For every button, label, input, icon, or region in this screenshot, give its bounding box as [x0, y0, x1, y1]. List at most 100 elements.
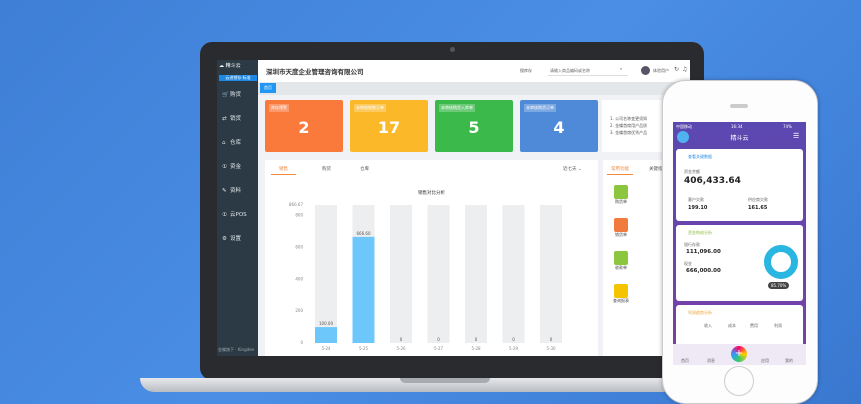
avatar[interactable] — [641, 66, 650, 75]
function-icon — [614, 284, 628, 298]
stat-card[interactable]: 未审核销售订单 17 — [350, 100, 428, 152]
x-tick-label: 5-26 — [396, 346, 406, 351]
bar — [352, 236, 375, 343]
sidebar-item-label: 设置 — [230, 236, 242, 242]
add-button[interactable]: + — [731, 346, 747, 362]
sidebar-item[interactable]: ⌂ 仓库 — [217, 132, 258, 154]
sidebar-item[interactable]: ✎ 资料 — [217, 180, 258, 202]
tab-purchase[interactable]: 购货 — [322, 167, 331, 172]
refresh-icon[interactable]: ↻ — [674, 66, 680, 73]
stat-card[interactable]: 未审核购货订单 4 — [520, 100, 598, 152]
x-tick-label: 5-29 — [509, 346, 519, 351]
sale-icon: ⇄ — [222, 116, 227, 122]
status-carrier: 中国移动 — [676, 124, 692, 129]
stat-card[interactable]: 库存预警 2 — [265, 100, 343, 152]
function-icon — [614, 218, 628, 232]
search-input[interactable]: 请输入商品编码或名称 — [548, 65, 628, 76]
laptop-notch — [400, 378, 490, 383]
chart-panel: 866.67 0 200 400 600 800 100.00 5-24 666.60 5-25 0… — [265, 160, 598, 356]
logo-text: 精斗云 — [225, 63, 241, 69]
bar-value-label: 0 — [550, 337, 553, 342]
function-icon — [614, 185, 628, 199]
sidebar-item-label: 购货 — [230, 92, 242, 98]
menu-icon[interactable]: ☰ — [793, 132, 800, 140]
notice-item: 2. 金蝶首席用户品质 — [610, 123, 648, 128]
bar-value-label: 0 — [437, 337, 440, 342]
sidebar-item[interactable]: ① 资金 — [217, 156, 258, 178]
balance-label: 资金余额 — [684, 169, 700, 174]
sidebar-item-label: 销货 — [230, 116, 242, 122]
stat-card-value: 5 — [468, 118, 480, 137]
sidebar-item[interactable]: ⚙ 设置 — [217, 228, 258, 250]
sidebar-item[interactable]: 🛒购货 — [217, 84, 258, 106]
profit-title: 利润趋势分析 — [688, 310, 712, 315]
header: 深圳市天度企业管理咨询有限公司 搜库存 请输入商品编码或名称 ⌕ 体验用户 ↻ … — [258, 60, 690, 82]
warehouse-icon: ⌂ — [222, 140, 226, 146]
notice-item: 1. 公司名称变更须知 — [610, 116, 648, 121]
phone-tab-me[interactable]: 我的 — [785, 358, 793, 363]
camera — [450, 47, 455, 52]
stat-card-value: 17 — [377, 118, 401, 137]
bell-icon[interactable]: ♫ — [682, 66, 688, 73]
sidebar-item-label: 仓库 — [230, 140, 242, 146]
function-label: 查询报表 — [613, 298, 629, 303]
bar-background — [315, 205, 337, 343]
function-label: 购货单 — [615, 199, 627, 204]
sidebar-item[interactable]: ① 云POS — [217, 204, 258, 226]
legend-cost: 成本 — [728, 323, 736, 328]
bar-value-label: 0 — [475, 337, 478, 342]
cash-label: 现金 — [684, 261, 692, 266]
phone-title: 精斗云 — [730, 135, 749, 142]
stat-card-value: 4 — [553, 118, 565, 137]
balance-value: 406,433.64 — [684, 176, 741, 186]
bar — [315, 327, 337, 343]
x-tick-label: 5-24 — [321, 346, 331, 351]
composition-title: 资金构成分析 — [688, 230, 712, 235]
stat-card-title: 未审核购货入库单 — [439, 104, 475, 112]
donut-chart — [764, 245, 798, 279]
bar-value-label: 0 — [512, 337, 515, 342]
tab-key-metrics[interactable]: 关键指标 — [649, 167, 667, 172]
function-icon — [614, 251, 628, 265]
phone-tab-home[interactable]: 首页 — [681, 358, 689, 363]
y-tick-label: 600 — [295, 244, 303, 249]
function-item[interactable]: 收款单 — [609, 251, 633, 271]
bar-value-label: 666.60 — [357, 231, 371, 236]
stat-card[interactable]: 未审核购货入库单 5 — [435, 100, 513, 152]
supplier-debt-value: 161.65 — [748, 205, 768, 211]
tab-sales[interactable]: 销售 — [271, 166, 296, 175]
sidebar-item[interactable]: ⇄ 销货 — [217, 108, 258, 130]
bar-background — [427, 205, 450, 343]
x-tick-label: 5-25 — [359, 346, 369, 351]
phone-tab-messages[interactable]: 消息 — [707, 358, 715, 363]
phone-screen: 中国移动 16:34 74% 精斗云 ☰ 查看关键数据 资金余额 406,433… — [673, 122, 806, 365]
bar-value-label: 100.00 — [319, 321, 333, 326]
user-menu[interactable]: 体验用户 — [653, 68, 669, 73]
composition-card[interactable]: 资金构成分析 银行存款 111,096.00 现金 666,000.00 85.… — [676, 225, 803, 301]
legend-expense: 费用 — [750, 323, 758, 328]
search-icon[interactable]: ⌕ — [620, 66, 623, 71]
legend-profit: 利润 — [774, 323, 782, 328]
tab-home[interactable]: 首页 — [260, 83, 276, 93]
sidebar-item-label: 资料 — [230, 188, 242, 194]
y-max-label: 866.67 — [289, 202, 303, 207]
tab-common-functions[interactable]: 常用功能 — [607, 166, 633, 175]
company-name: 深圳市天度企业管理咨询有限公司 — [266, 68, 364, 76]
search-scope-select[interactable]: 搜库存 — [520, 68, 532, 73]
stat-card-title: 未审核销售订单 — [354, 104, 386, 112]
function-label: 收款单 — [615, 265, 627, 270]
range-select[interactable]: 近七天 ⌄ — [563, 167, 582, 172]
fund-card[interactable]: 查看关键数据 资金余额 406,433.64 客户欠款 199.10 供应商欠款… — [676, 149, 803, 221]
x-tick-label: 5-27 — [434, 346, 444, 351]
cash-value: 666,000.00 — [686, 268, 721, 274]
phone-tab-apps[interactable]: 应用 — [761, 358, 769, 363]
tab-warehouse[interactable]: 仓库 — [360, 167, 369, 172]
function-item[interactable]: 销货单 — [609, 218, 633, 238]
function-item[interactable]: 购货单 — [609, 185, 633, 205]
function-item[interactable]: 查询报表 — [609, 284, 633, 304]
bar-chart: 866.67 0 200 400 600 800 100.00 5-24 666.60 5-25 0… — [289, 202, 562, 351]
sidebar-item-label: 资金 — [230, 164, 242, 170]
tab-bar: 首页 — [258, 82, 690, 95]
sidebar: ☁ 精斗云 云进销存·标准 🛒购货 ⇄ 销货 ⌂ 仓库 ① 资金 ✎ 资料 ① 云POS ⚙ 设置 金蝶旗… — [217, 60, 258, 356]
phone-avatar[interactable] — [677, 131, 689, 143]
